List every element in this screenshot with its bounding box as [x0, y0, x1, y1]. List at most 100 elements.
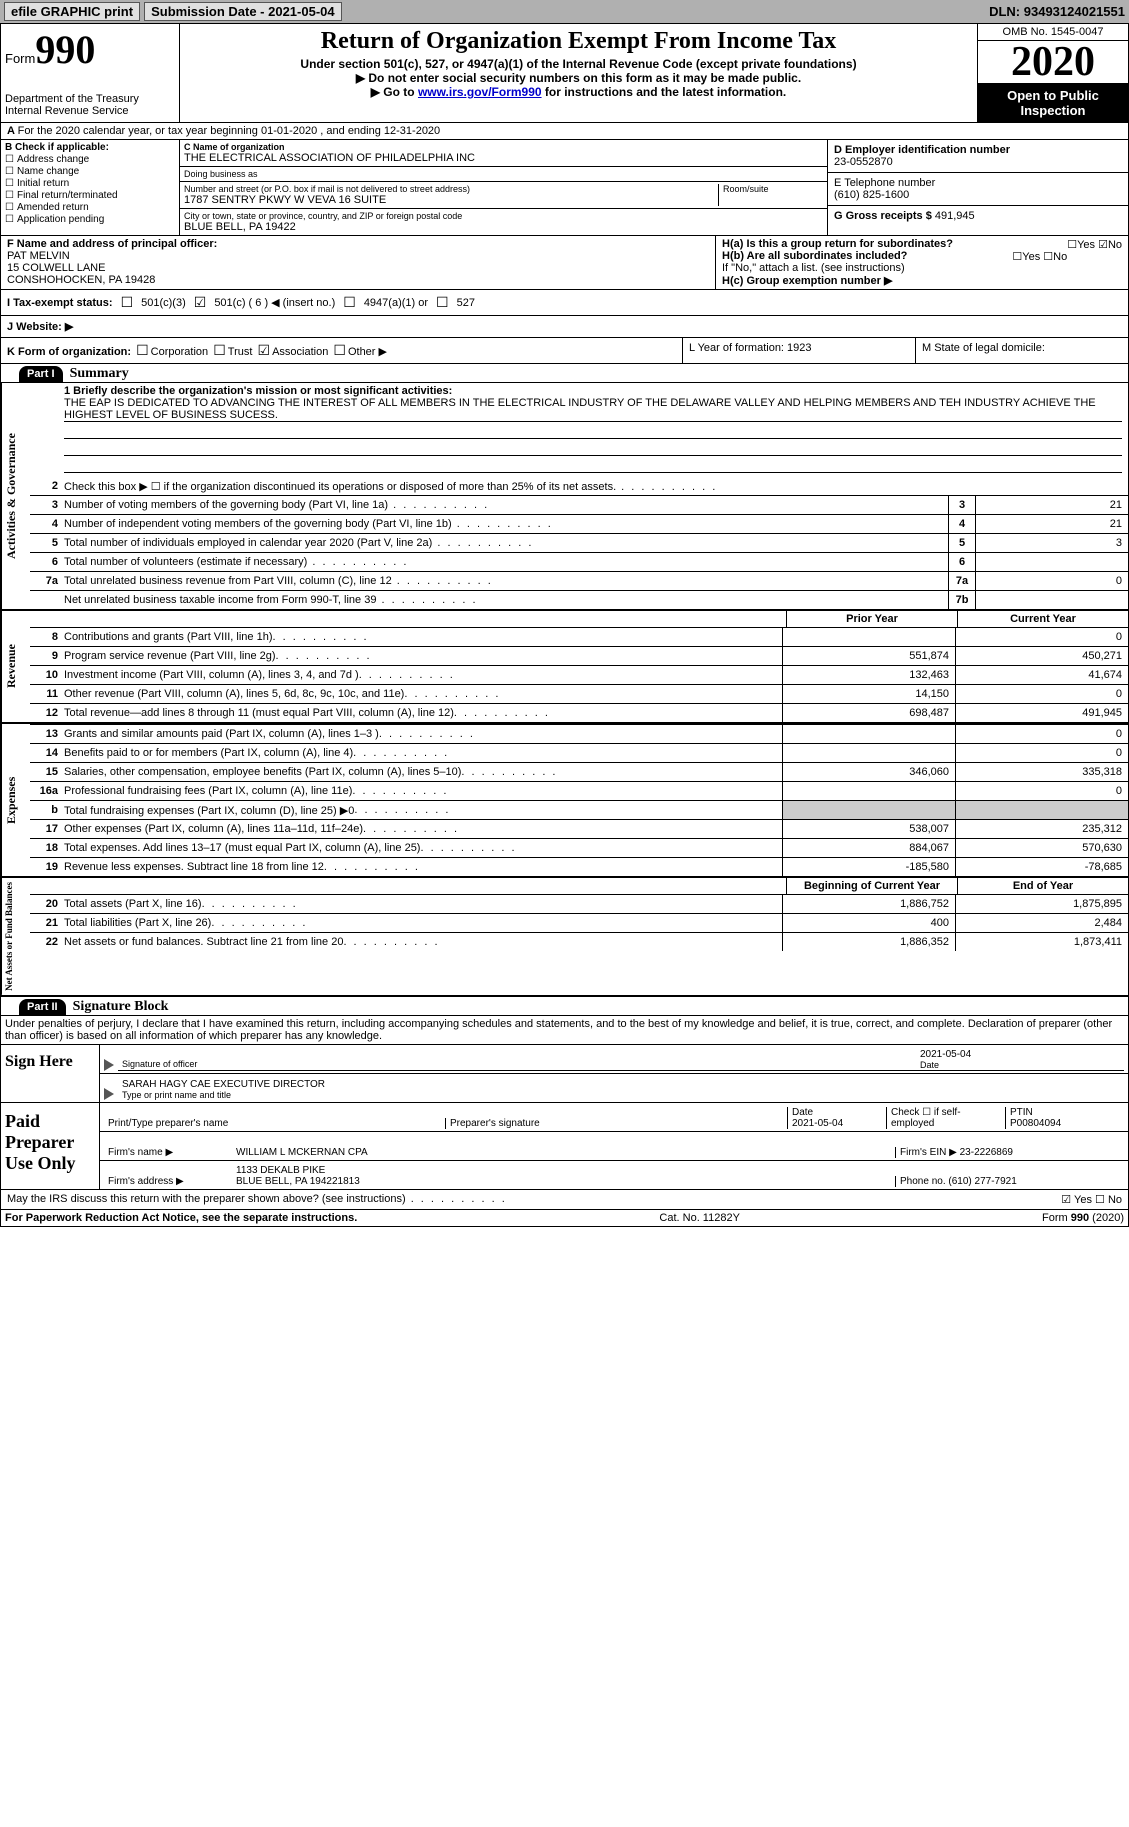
officer-name: PAT MELVIN: [7, 250, 70, 262]
prep-date-lbl: Date: [792, 1107, 813, 1118]
signature-block: Sign Here Signature of officer 2021-05-0…: [1, 1044, 1128, 1189]
sig-lbl: Signature of officer: [122, 1059, 197, 1069]
vtab-gov: Activities & Governance: [1, 383, 30, 609]
gov-line: 6Total number of volunteers (estimate if…: [30, 552, 1128, 571]
ck-501c3[interactable]: ☐: [121, 294, 134, 311]
subdate: 2021-05-04: [268, 4, 335, 19]
fin-line: 9Program service revenue (Part VIII, lin…: [30, 646, 1128, 665]
ein-lbl: D Employer identification number: [834, 144, 1010, 156]
fin-line: 22Net assets or fund balances. Subtract …: [30, 932, 1128, 951]
ck-final[interactable]: Final return/terminated: [5, 190, 175, 201]
ck-assoc[interactable]: ☑: [258, 342, 271, 358]
form-number: Form990: [5, 26, 175, 73]
form-body: Form990 Department of the Treasury Inter…: [0, 23, 1129, 1227]
firm-addr1: 1133 DEKALB PIKE: [236, 1165, 325, 1176]
part1-hdr: Part I: [19, 366, 63, 382]
sub1: Under section 501(c), 527, or 4947(a)(1)…: [184, 57, 973, 71]
phone-lbl: E Telephone number: [834, 177, 935, 189]
ck-app-pending[interactable]: Application pending: [5, 214, 175, 225]
header-left: Form990 Department of the Treasury Inter…: [1, 24, 180, 122]
part1-hdr-wrap: Part I Summary: [1, 364, 1128, 382]
gov-line: 3Number of voting members of the governi…: [30, 495, 1128, 514]
col-beg: Beginning of Current Year: [786, 878, 957, 894]
phone: (610) 825-1600: [834, 189, 909, 201]
gross-receipts: 491,945: [935, 210, 975, 222]
org-name: THE ELECTRICAL ASSOCIATION OF PHILADELPH…: [184, 152, 823, 164]
status-lbl: I Tax-exempt status:: [7, 297, 113, 309]
footer-mid: Cat. No. 11282Y: [659, 1212, 740, 1224]
ck-other[interactable]: ☐: [333, 342, 346, 358]
dln-lbl: DLN:: [989, 4, 1024, 19]
efile-btn[interactable]: efile GRAPHIC print: [4, 2, 140, 21]
ck-initial[interactable]: Initial return: [5, 178, 175, 189]
box-deg: D Employer identification number 23-0552…: [827, 140, 1128, 235]
gov-line: Net unrelated business taxable income fr…: [30, 590, 1128, 609]
header-right: OMB No. 1545-0047 2020 Open to Public In…: [977, 24, 1128, 122]
dept: Department of the Treasury Internal Reve…: [5, 93, 175, 117]
form-title: Return of Organization Exempt From Incom…: [184, 28, 973, 55]
arrow-icon: [104, 1088, 114, 1100]
self-employed[interactable]: Check ☐ if self-employed: [886, 1107, 1005, 1129]
ptin-lbl: PTIN: [1010, 1107, 1033, 1118]
website-lbl: J Website: ▶: [7, 320, 73, 333]
ck-trust[interactable]: ☐: [213, 342, 226, 358]
hb-yes[interactable]: Yes: [1022, 251, 1040, 263]
discuss-no[interactable]: No: [1108, 1194, 1122, 1206]
ck-corp[interactable]: ☐: [136, 342, 149, 358]
header: Form990 Department of the Treasury Inter…: [1, 24, 1128, 123]
firm-addr2: BLUE BELL, PA 194221813: [236, 1176, 360, 1187]
ptin: P00804094: [1010, 1118, 1061, 1129]
form990-link[interactable]: www.irs.gov/Form990: [418, 85, 542, 99]
ck-4947[interactable]: ☐: [343, 294, 356, 311]
opt-trust: Trust: [228, 346, 253, 358]
firm-ein-lbl: Firm's EIN ▶: [900, 1147, 957, 1158]
box-b: B Check if applicable: Address change Na…: [1, 140, 180, 235]
top-bar: efile GRAPHIC print Submission Date - 20…: [0, 0, 1129, 23]
sub3b: for instructions and the latest informat…: [542, 85, 787, 99]
prep-name-lbl: Print/Type preparer's name: [104, 1118, 445, 1129]
vtab-rev: Revenue: [1, 611, 30, 722]
prep-sig-lbl: Preparer's signature: [445, 1118, 787, 1129]
opt-501c3: 501(c)(3): [141, 297, 186, 309]
fin-line: 18Total expenses. Add lines 13–17 (must …: [30, 838, 1128, 857]
dln-val: 93493124021551: [1024, 4, 1125, 19]
ck-name-change[interactable]: Name change: [5, 166, 175, 177]
penalty-text: Under penalties of perjury, I declare th…: [1, 1015, 1128, 1044]
discuss-text: May the IRS discuss this return with the…: [7, 1193, 1061, 1206]
opt-501c: 501(c) ( 6 ) ◀ (insert no.): [214, 296, 335, 309]
ha-no[interactable]: No: [1108, 239, 1122, 251]
officer-addr2: CONSHOHOCKEN, PA 19428: [7, 274, 155, 286]
ha-yes[interactable]: Yes: [1077, 239, 1095, 251]
dba-lbl: Doing business as: [184, 169, 258, 179]
part2-title: Signature Block: [73, 999, 169, 1015]
hb-no[interactable]: No: [1053, 251, 1067, 263]
sub3a: ▶ Go to: [371, 85, 418, 99]
open-inspection: Open to Public Inspection: [978, 84, 1128, 122]
box-c: C Name of organization THE ELECTRICAL AS…: [180, 140, 827, 235]
ck-addr-change[interactable]: Address change: [5, 154, 175, 165]
line-a: A For the 2020 calendar year, or tax yea…: [1, 123, 1128, 140]
subdate-lbl: Submission Date -: [151, 4, 268, 19]
opt-527: 527: [457, 297, 475, 309]
addr: 1787 SENTRY PKWY W VEVA 16 SUITE: [184, 194, 718, 206]
ck-amended[interactable]: Amended return: [5, 202, 175, 213]
name-lbl: C Name of organization: [184, 142, 285, 152]
ck-501c[interactable]: ☑: [194, 294, 207, 311]
sign-here: Sign Here: [1, 1045, 100, 1102]
ck-527[interactable]: ☐: [436, 294, 449, 311]
tax-status: I Tax-exempt status: ☐ 501(c)(3) ☑ 501(c) …: [1, 290, 1128, 316]
discuss-row: May the IRS discuss this return with the…: [1, 1189, 1128, 1209]
discuss-yes[interactable]: Yes: [1074, 1194, 1092, 1206]
sec-revenue: Revenue Prior Year Current Year 8Contrib…: [1, 611, 1128, 724]
firm-addr-lbl: Firm's address ▶: [104, 1176, 232, 1187]
subdate-btn[interactable]: Submission Date - 2021-05-04: [144, 2, 342, 21]
fin-line: 14Benefits paid to or for members (Part …: [30, 743, 1128, 762]
city: BLUE BELL, PA 19422: [184, 221, 462, 233]
fin-line: 12Total revenue—add lines 8 through 11 (…: [30, 703, 1128, 722]
box-f: F Name and address of principal officer:…: [1, 236, 716, 289]
part2-hdr: Part II: [19, 999, 66, 1015]
firm-name: WILLIAM L MCKERNAN CPA: [232, 1147, 895, 1158]
line-a-text: For the 2020 calendar year, or tax year …: [18, 125, 441, 137]
box-h: H(a) Is this a group return for subordin…: [716, 236, 1128, 289]
klm-row: K Form of organization: ☐Corporation ☐Tr…: [1, 338, 1128, 364]
